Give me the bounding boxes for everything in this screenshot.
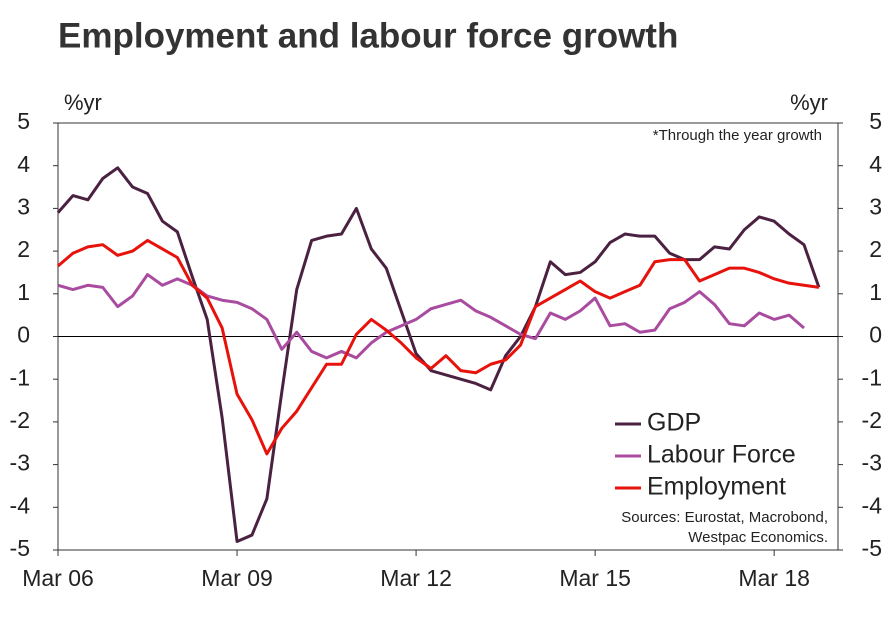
data-line (56, 166, 821, 543)
legend-label: GDP (647, 409, 701, 437)
y-tick-label: -3 (10, 450, 30, 476)
y-tick-label: -4 (10, 492, 31, 518)
x-tick-label: Mar 09 (201, 565, 273, 591)
y2-tick-label: -2 (862, 407, 882, 433)
x-tick-label: Mar 15 (559, 565, 631, 591)
data-line (57, 238, 820, 456)
legend-label: Labour Force (647, 441, 796, 469)
legend-label: Employment (647, 473, 786, 501)
y-tick-label: 4 (17, 151, 30, 177)
source-note: Sources: Eurostat, Macrobond, (621, 509, 828, 526)
y2-tick-label: 1 (869, 279, 882, 305)
x-tick-label: Mar 18 (738, 565, 810, 591)
annotation: *Through the year growth (653, 127, 822, 144)
y-axis-label: %yr (64, 90, 102, 115)
y-tick-label: -1 (10, 364, 30, 390)
y2-tick-label: 5 (869, 108, 882, 134)
x-tick-label: Mar 12 (380, 565, 452, 591)
y-tick-label: -2 (10, 407, 30, 433)
y-tick-label: 3 (17, 193, 30, 219)
y-tick-label: 5 (17, 108, 30, 134)
y2-tick-label: 3 (869, 193, 882, 219)
y-tick-label: 0 (17, 322, 30, 348)
y2-tick-label: 4 (869, 151, 882, 177)
y2-axis-label: %yr (790, 90, 828, 115)
y2-tick-label: -5 (862, 535, 882, 561)
y2-tick-label: -4 (862, 492, 883, 518)
y-tick-label: 2 (17, 236, 30, 262)
y2-tick-label: -3 (862, 450, 882, 476)
x-tick-label: Mar 06 (22, 565, 94, 591)
source-note: Westpac Economics. (688, 529, 828, 546)
y-tick-label: 1 (17, 279, 30, 305)
chart-title: Employment and labour force growth (58, 16, 678, 55)
y2-tick-label: 0 (869, 322, 882, 348)
y2-tick-label: 2 (869, 236, 882, 262)
y-tick-label: -5 (10, 535, 30, 561)
y2-tick-label: -1 (862, 364, 882, 390)
data-line (57, 273, 805, 360)
